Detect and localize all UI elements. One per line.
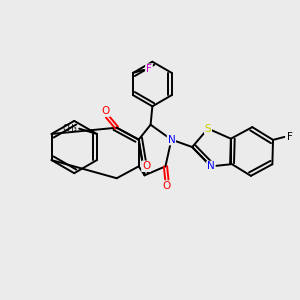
Text: N: N xyxy=(167,135,175,145)
Text: O: O xyxy=(102,106,110,116)
Text: O: O xyxy=(142,161,150,171)
Text: F: F xyxy=(287,132,292,142)
Text: N: N xyxy=(207,161,215,171)
Text: O: O xyxy=(102,106,110,116)
Text: S: S xyxy=(205,124,211,134)
Text: S: S xyxy=(205,123,211,133)
Text: F: F xyxy=(146,64,152,74)
Text: N: N xyxy=(207,162,215,172)
Text: O: O xyxy=(163,181,171,191)
Text: O: O xyxy=(142,161,150,171)
Text: F: F xyxy=(146,64,152,74)
Text: F: F xyxy=(287,132,293,142)
Text: CH₃: CH₃ xyxy=(62,124,77,133)
Text: N: N xyxy=(167,135,175,145)
Text: O: O xyxy=(163,181,171,191)
